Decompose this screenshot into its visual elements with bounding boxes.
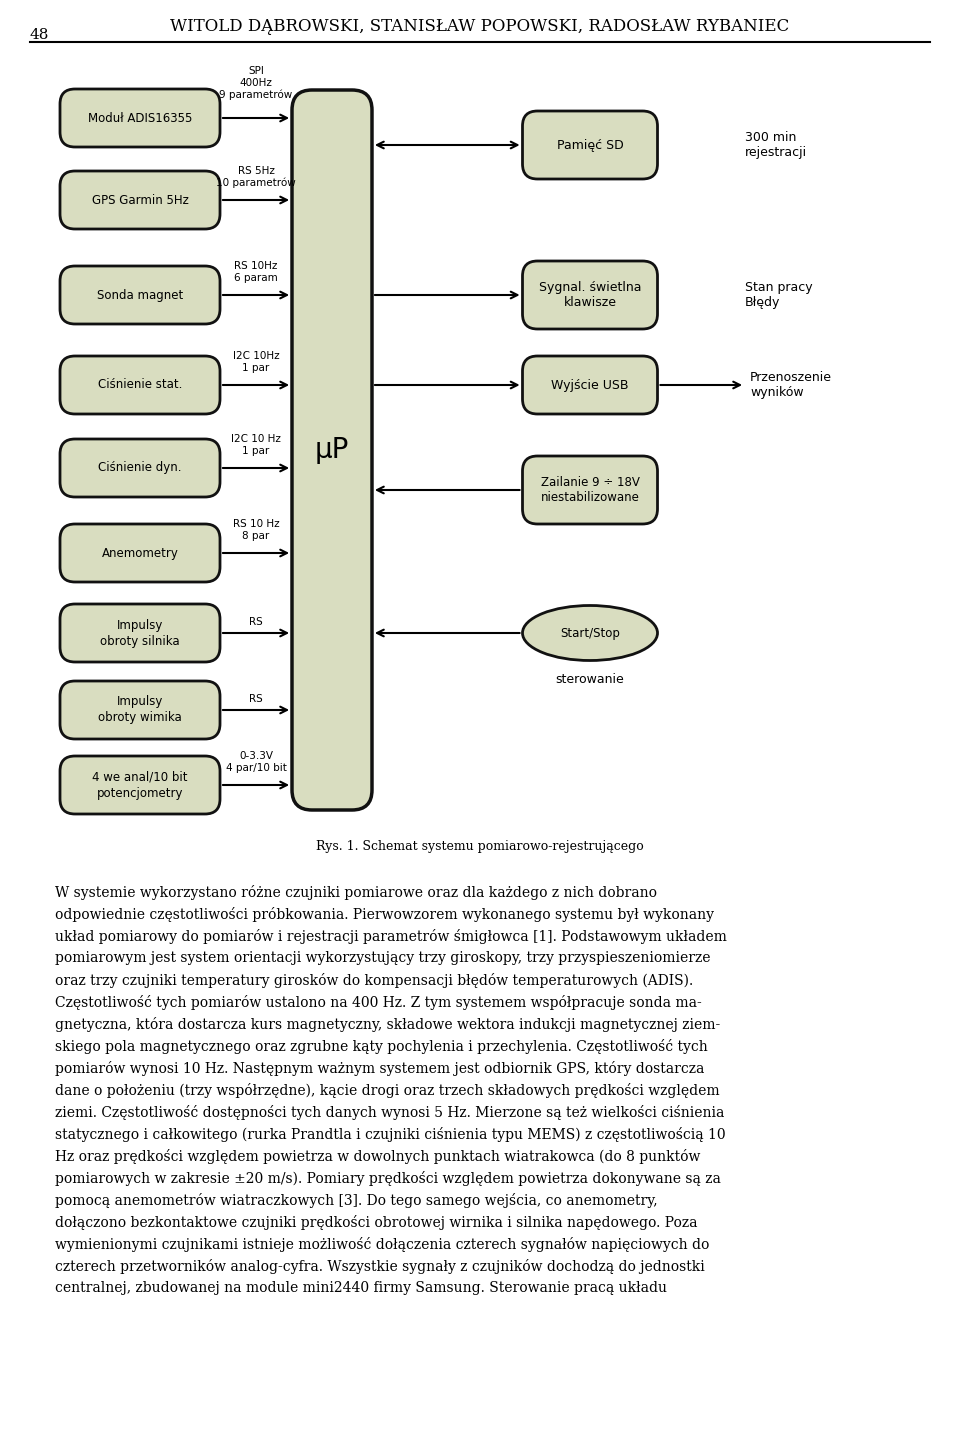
Text: Pamięć SD: Pamięć SD xyxy=(557,139,623,152)
Text: pomiarowym jest system orientacji wykorzystujący trzy giroskopy, trzy przyspiesz: pomiarowym jest system orientacji wykorz… xyxy=(55,951,710,964)
FancyBboxPatch shape xyxy=(522,261,658,329)
Text: pomiarowych w zakresie ±20 m/s). Pomiary prędkości względem powietrza dokonywane: pomiarowych w zakresie ±20 m/s). Pomiary… xyxy=(55,1171,721,1185)
Text: Sygnal. świetlna
klawisze: Sygnal. świetlna klawisze xyxy=(539,281,641,309)
Text: centralnej, zbudowanej na module mini2440 firmy Samsung. Sterowanie pracą układu: centralnej, zbudowanej na module mini244… xyxy=(55,1281,667,1294)
FancyBboxPatch shape xyxy=(522,356,658,415)
Text: czterech przetworników analog-cyfra. Wszystkie sygnały z czujników dochodzą do j: czterech przetworników analog-cyfra. Wsz… xyxy=(55,1258,705,1274)
Text: Przenoszenie
wyników: Przenoszenie wyników xyxy=(750,372,832,399)
Text: 4 we anal/10 bit
potencjometry: 4 we anal/10 bit potencjometry xyxy=(92,771,188,799)
FancyBboxPatch shape xyxy=(60,682,220,739)
Text: wymienionymi czujnikami istnieje możliwość dołączenia czterech sygnałów napięcio: wymienionymi czujnikami istnieje możliwo… xyxy=(55,1237,709,1251)
Text: ziemi. Częstotliwość dostępności tych danych wynosi 5 Hz. Mierzone są też wielko: ziemi. Częstotliwość dostępności tych da… xyxy=(55,1105,725,1119)
Text: Impulsy
obroty silnika: Impulsy obroty silnika xyxy=(100,618,180,647)
Text: SPI
400Hz
9 parametrów: SPI 400Hz 9 parametrów xyxy=(220,66,293,100)
Text: Hz oraz prędkości względem powietrza w dowolnych punktach wiatrakowca (do 8 punk: Hz oraz prędkości względem powietrza w d… xyxy=(55,1149,701,1164)
Ellipse shape xyxy=(522,606,658,660)
Text: 48: 48 xyxy=(30,29,49,42)
Text: RS 10 Hz
8 par: RS 10 Hz 8 par xyxy=(232,519,279,541)
Text: RS 5Hz
10 parametrów: RS 5Hz 10 parametrów xyxy=(216,166,296,188)
Text: pomocą anemometrów wiatraczkowych [3]. Do tego samego wejścia, co anemometry,: pomocą anemometrów wiatraczkowych [3]. D… xyxy=(55,1192,658,1208)
Text: RS: RS xyxy=(250,617,263,627)
Text: skiego pola magnetycznego oraz zgrubne kąty pochylenia i przechylenia. Częstotli: skiego pola magnetycznego oraz zgrubne k… xyxy=(55,1039,708,1053)
Text: Wyjście USB: Wyjście USB xyxy=(551,379,629,392)
Text: μP: μP xyxy=(315,436,349,464)
FancyBboxPatch shape xyxy=(522,456,658,524)
Text: Ciśnienie dyn.: Ciśnienie dyn. xyxy=(98,462,181,475)
Text: układ pomiarowy do pomiarów i rejestracji parametrów śmigłowca [1]. Podstawowym : układ pomiarowy do pomiarów i rejestracj… xyxy=(55,928,727,944)
FancyBboxPatch shape xyxy=(60,756,220,814)
Text: Stan pracy
Błędy: Stan pracy Błędy xyxy=(745,281,812,309)
FancyBboxPatch shape xyxy=(522,110,658,179)
Text: pomiarów wynosi 10 Hz. Następnym ważnym systemem jest odbiornik GPS, który dosta: pomiarów wynosi 10 Hz. Następnym ważnym … xyxy=(55,1060,705,1076)
Text: dane o położeniu (trzy współrzędne), kącie drogi oraz trzech składowych prędkośc: dane o położeniu (trzy współrzędne), kąc… xyxy=(55,1083,720,1098)
FancyBboxPatch shape xyxy=(60,524,220,583)
Text: 300 min
rejestracji: 300 min rejestracji xyxy=(745,131,807,159)
FancyBboxPatch shape xyxy=(60,604,220,662)
FancyBboxPatch shape xyxy=(60,265,220,324)
Text: sterowanie: sterowanie xyxy=(556,673,624,686)
Text: WITOLD DĄBROWSKI, STANISŁAW POPOWSKI, RADOSŁAW RYBANIEC: WITOLD DĄBROWSKI, STANISŁAW POPOWSKI, RA… xyxy=(170,19,790,34)
FancyBboxPatch shape xyxy=(60,356,220,415)
Text: Częstotliwość tych pomiarów ustalono na 400 Hz. Z tym systemem współpracuje sond: Częstotliwość tych pomiarów ustalono na … xyxy=(55,994,702,1010)
Text: W systemie wykorzystano różne czujniki pomiarowe oraz dla każdego z nich dobrano: W systemie wykorzystano różne czujniki p… xyxy=(55,885,657,900)
Text: Moduł ADIS16355: Moduł ADIS16355 xyxy=(87,112,192,125)
Text: gnetyczna, która dostarcza kurs magnetyczny, składowe wektora indukcji magnetycz: gnetyczna, która dostarcza kurs magnetyc… xyxy=(55,1017,720,1032)
Text: Start/Stop: Start/Stop xyxy=(560,627,620,640)
Text: RS: RS xyxy=(250,695,263,705)
Text: Impulsy
obroty wimika: Impulsy obroty wimika xyxy=(98,696,181,725)
FancyBboxPatch shape xyxy=(292,90,372,809)
FancyBboxPatch shape xyxy=(60,171,220,230)
Text: oraz trzy czujniki temperatury girosków do kompensacji błędów temperaturowych (A: oraz trzy czujniki temperatury girosków … xyxy=(55,973,693,989)
Text: Ciśnienie stat.: Ciśnienie stat. xyxy=(98,379,182,392)
Text: Anemometry: Anemometry xyxy=(102,547,179,560)
Text: GPS Garmin 5Hz: GPS Garmin 5Hz xyxy=(91,194,188,207)
Text: RS 10Hz
6 param: RS 10Hz 6 param xyxy=(234,261,277,283)
Text: odpowiednie częstotliwości próbkowania. Pierwowzorem wykonanego systemu był wyko: odpowiednie częstotliwości próbkowania. … xyxy=(55,907,714,923)
Text: Zailanie 9 ÷ 18V
niestabilizowane: Zailanie 9 ÷ 18V niestabilizowane xyxy=(540,476,639,504)
FancyBboxPatch shape xyxy=(60,89,220,146)
Text: statycznego i całkowitego (rurka Prandtla i czujniki ciśnienia typu MEMS) z częs: statycznego i całkowitego (rurka Prandtl… xyxy=(55,1126,726,1142)
Text: 0-3.3V
4 par/10 bit: 0-3.3V 4 par/10 bit xyxy=(226,752,286,773)
Text: Sonda magnet: Sonda magnet xyxy=(97,288,183,301)
Text: I2C 10 Hz
1 par: I2C 10 Hz 1 par xyxy=(231,435,281,456)
Text: I2C 10Hz
1 par: I2C 10Hz 1 par xyxy=(232,352,279,373)
Text: dołączono bezkontaktowe czujniki prędkości obrotowej wirnika i silnika napędoweg: dołączono bezkontaktowe czujniki prędkoś… xyxy=(55,1215,698,1230)
FancyBboxPatch shape xyxy=(60,439,220,497)
Text: Rys. 1. Schemat systemu pomiarowo-rejestrującego: Rys. 1. Schemat systemu pomiarowo-rejest… xyxy=(316,839,644,852)
